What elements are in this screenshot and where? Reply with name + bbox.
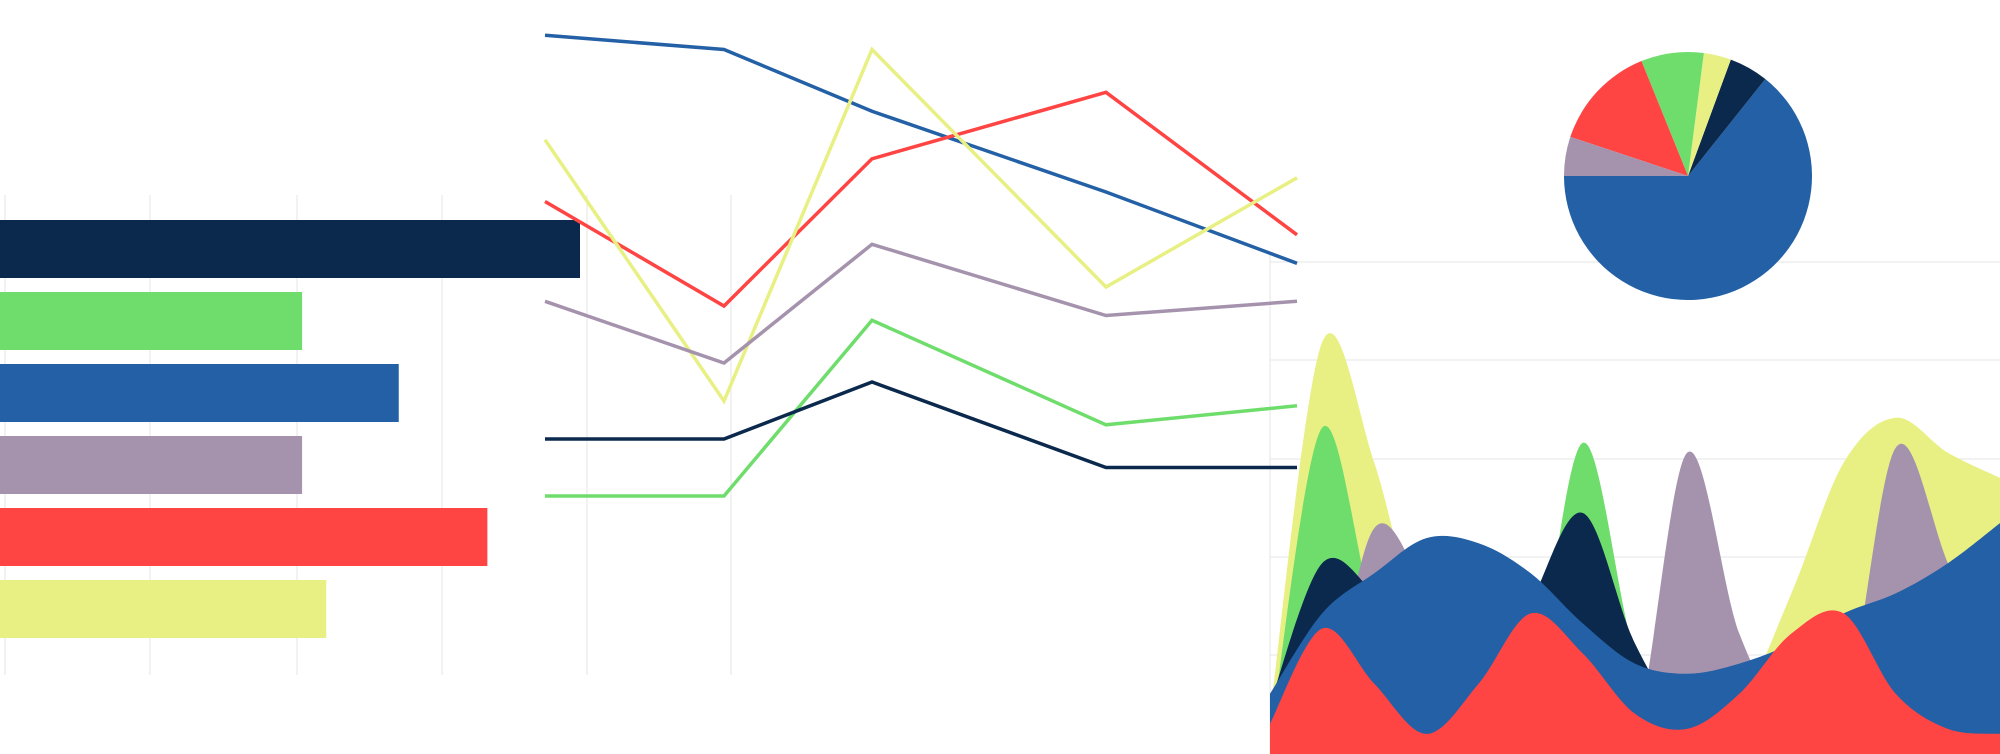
bar-5 — [0, 580, 327, 638]
line-series-1 — [544, 90, 1299, 309]
line-series-0 — [544, 33, 1298, 265]
pie-slice-1 — [1688, 59, 1766, 176]
pie-chart — [1564, 52, 1812, 300]
pie-slice-5 — [1564, 136, 1688, 176]
line-chart — [543, 33, 1299, 498]
bar-2 — [0, 364, 399, 422]
bar-0 — [0, 220, 580, 278]
bar-1 — [0, 292, 303, 350]
line-series-4 — [545, 318, 1298, 498]
area-chart — [1270, 333, 2000, 754]
line-series-3 — [544, 242, 1298, 365]
pie-slice-0 — [1564, 79, 1812, 300]
area-series-5 — [1270, 610, 2000, 754]
bar-chart — [0, 220, 580, 638]
bar-3 — [0, 436, 303, 494]
line-series-2 — [543, 46, 1298, 405]
line-series-5 — [545, 380, 1297, 470]
bar-4 — [0, 508, 488, 566]
pie-slice-4 — [1570, 61, 1688, 177]
pie-slice-2 — [1688, 53, 1731, 176]
pie-slice-3 — [1641, 52, 1704, 176]
